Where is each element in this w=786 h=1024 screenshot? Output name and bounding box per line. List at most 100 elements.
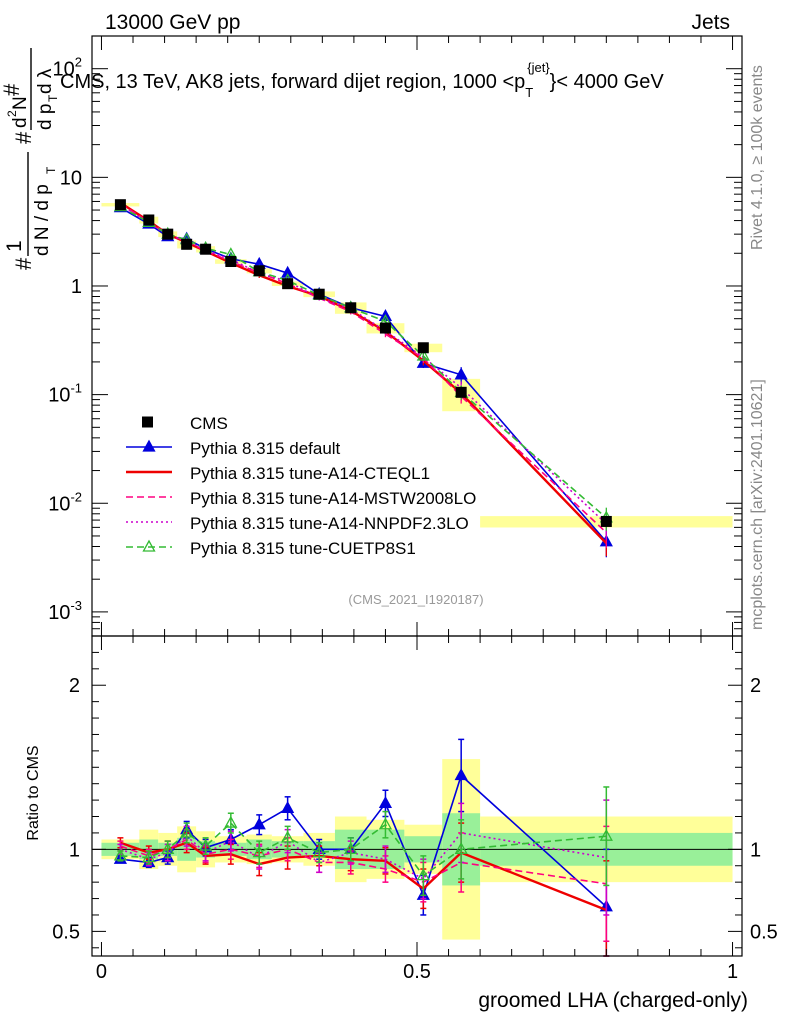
ratio-y-tick-label: 1 xyxy=(69,839,80,861)
series-marker xyxy=(281,265,295,278)
series-marker xyxy=(224,815,238,828)
legend: CMS Pythia 8.315 default Pythia 8.315 tune… xyxy=(126,414,476,558)
title-sup-jet: {jet} xyxy=(527,60,550,75)
ratio-panel-content xyxy=(113,738,613,957)
legend-marker-4 xyxy=(142,539,156,552)
y-tick-label: 10-1 xyxy=(48,381,82,407)
y-tick-label-exponent: -2 xyxy=(70,489,82,504)
cms-data-point xyxy=(600,515,612,527)
series-marker xyxy=(180,825,194,838)
header-process-label: 13000 GeV pp xyxy=(105,11,240,34)
series-marker xyxy=(281,800,295,813)
svg-text:N: N xyxy=(10,96,31,110)
series-marker xyxy=(312,845,326,858)
legend-label-0: Pythia 8.315 default xyxy=(190,439,341,458)
svg-text:d: d xyxy=(10,117,31,128)
legend-label-1: Pythia 8.315 tune-A14-CTEQL1 xyxy=(190,464,430,483)
legend-marker-0 xyxy=(142,439,156,452)
series-marker xyxy=(454,841,468,854)
svg-text:d λ: d λ xyxy=(35,68,56,94)
cms-data-point xyxy=(379,322,391,334)
x-tick-label: 0.5 xyxy=(403,961,431,983)
series-line-ratio-4 xyxy=(120,821,607,877)
legend-label-2: Pythia 8.315 tune-A14-MSTW2008LO xyxy=(190,489,476,508)
series-marker xyxy=(142,850,156,863)
cms-data-point xyxy=(143,214,155,226)
svg-text:#: # xyxy=(11,131,36,144)
legend-label-3: Pythia 8.315 tune-A14-NNPDF2.3LO xyxy=(190,514,469,533)
series-marker xyxy=(378,796,393,809)
svg-text:T: T xyxy=(46,94,60,102)
y-tick-label-exponent: 2 xyxy=(75,55,82,70)
cms-data-point xyxy=(225,256,237,268)
y-tick-label: 10-3 xyxy=(48,598,82,624)
cms-data-point xyxy=(200,243,212,255)
svg-text:#: # xyxy=(0,83,24,96)
series-marker xyxy=(344,841,358,854)
legend-label-cms: CMS xyxy=(190,414,228,433)
ratio-frame xyxy=(91,635,743,957)
series-marker xyxy=(113,848,127,861)
cms-data-point xyxy=(114,199,126,211)
title-part-main: CMS, 13 TeV, AK8 jets, forward dijet reg… xyxy=(60,71,525,93)
svg-text:d N / d p: d N / d p xyxy=(32,184,53,256)
cms-data-point xyxy=(253,265,265,277)
series-line-main-2 xyxy=(119,203,607,534)
series-marker xyxy=(252,845,266,858)
title-part-end: }< 4000 GeV xyxy=(550,71,665,93)
cms-data-point xyxy=(181,238,193,250)
analysis-id-label: (CMS_2021_I1920187) xyxy=(348,592,483,607)
y-tick-label-base: 10 xyxy=(48,385,70,407)
y-tick-label: 102 xyxy=(53,55,82,81)
y-tick-label-base: 10 xyxy=(53,59,75,81)
svg-text:2: 2 xyxy=(5,110,19,117)
y-tick-label-exponent: -1 xyxy=(70,381,82,396)
ratio-y-tick-label-right: 2 xyxy=(750,675,761,697)
cms-data-point xyxy=(455,386,467,398)
x-tick-label: 1 xyxy=(727,961,738,983)
cms-data-point xyxy=(417,342,429,354)
series-line-main-3 xyxy=(119,204,607,525)
ratio-y-tick-label: 0.5 xyxy=(52,921,80,943)
header-category-label: Jets xyxy=(691,11,730,34)
series-line-ratio-3 xyxy=(120,832,607,880)
ratio-y-tick-label: 2 xyxy=(69,675,80,697)
legend-cms-marker xyxy=(142,416,153,428)
cms-data-point xyxy=(313,288,325,300)
series-marker xyxy=(281,830,295,843)
series-marker xyxy=(416,868,430,881)
main-panel-content xyxy=(113,199,613,558)
legend-label-4: Pythia 8.315 tune-CUETP8S1 xyxy=(190,539,416,558)
series-marker xyxy=(198,838,213,851)
title-sub-t: T xyxy=(525,85,533,100)
svg-text:T: T xyxy=(44,166,58,174)
main-y-axis-label: # 1 d N / d p T # d 2 N d p T d λ # xyxy=(0,48,60,270)
series-marker xyxy=(378,817,393,830)
y-tick-label-exponent: -3 xyxy=(70,598,82,613)
rivet-version-label: Rivet 4.1.0, ≥ 100k events xyxy=(749,65,766,250)
cms-data-point xyxy=(345,302,357,314)
svg-text:d p: d p xyxy=(35,104,56,130)
y-tick-label: 10-2 xyxy=(48,489,82,515)
series-marker xyxy=(416,348,430,361)
svg-text:#: # xyxy=(11,257,36,270)
cms-data-point xyxy=(282,278,294,290)
y-tick-label-base: 10 xyxy=(48,493,70,515)
series-marker xyxy=(454,768,468,781)
svg-text:1: 1 xyxy=(3,240,26,252)
series-marker xyxy=(599,828,613,841)
series-marker xyxy=(252,817,266,830)
ratio-y-axis-label: Ratio to CMS xyxy=(25,745,42,840)
y-tick-label: 1 xyxy=(71,276,82,298)
ratio-y-tick-label-right: 0.5 xyxy=(750,921,778,943)
series-marker xyxy=(454,367,468,380)
ratio-y-tick-label-right: 1 xyxy=(750,839,761,861)
x-axis-label: groomed LHA (charged-only) xyxy=(478,989,748,1012)
y-tick-label-base: 10 xyxy=(48,602,70,624)
mcplots-label: mcplots.cern.ch [arXiv:2401.10621] xyxy=(749,379,766,630)
plot-title: CMS, 13 TeV, AK8 jets, forward dijet reg… xyxy=(60,60,664,100)
cms-data-point xyxy=(162,228,174,240)
series-marker xyxy=(161,841,175,854)
